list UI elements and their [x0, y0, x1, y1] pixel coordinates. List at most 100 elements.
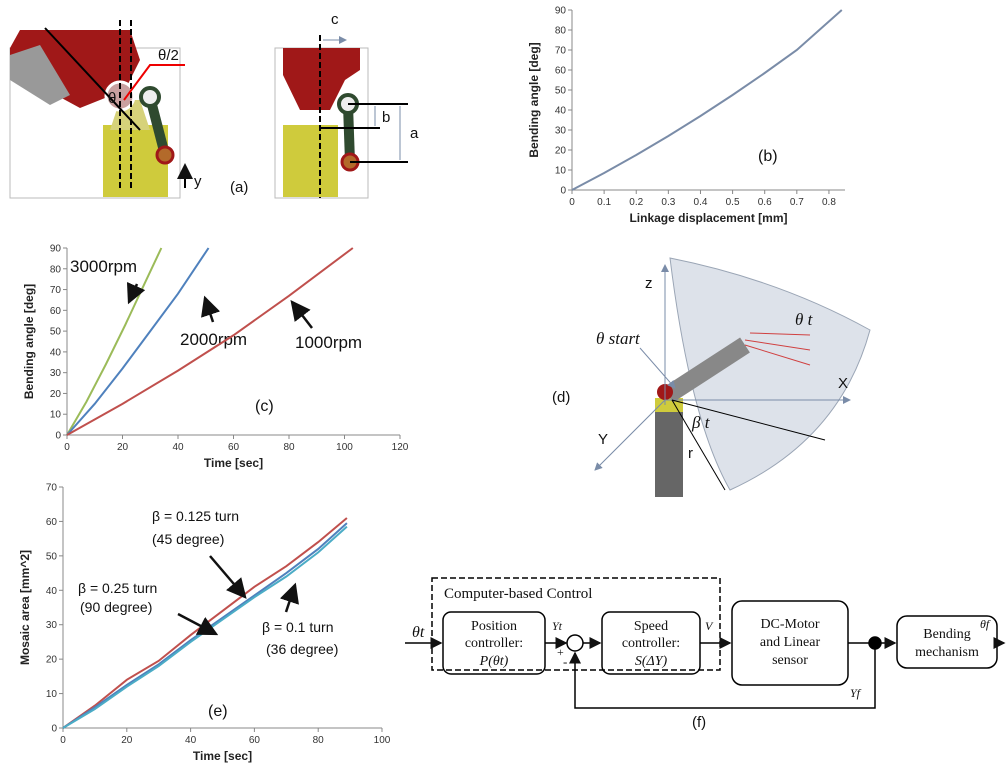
label: y — [194, 173, 202, 190]
pointer-arrow — [129, 284, 137, 302]
x-tick-label: 80 — [313, 735, 325, 746]
label: z — [645, 275, 653, 292]
y-tick-label: 30 — [50, 368, 62, 379]
annotation: (c) — [255, 398, 274, 415]
x-tick-label: 20 — [117, 442, 129, 453]
label: c — [331, 11, 339, 28]
x-tick-label: 0.2 — [629, 197, 643, 208]
x-tick-label: 80 — [283, 442, 295, 453]
sum — [567, 635, 583, 651]
label: (d) — [552, 389, 570, 406]
series-label: 1000rpm — [295, 333, 362, 352]
x-tick-label: 0.6 — [758, 197, 772, 208]
label: (f) — [692, 714, 706, 731]
y-axis-title: Bending angle [deg] — [527, 42, 541, 157]
label: β t — [691, 413, 711, 432]
body — [283, 125, 338, 197]
page: θ θ/2 y (a) c b a z θ start θ t X (d) Y … — [0, 0, 1006, 774]
pin — [157, 147, 173, 163]
label: θ start — [596, 329, 641, 348]
series-label: β = 0.25 turn — [78, 580, 157, 596]
x-tick-label: 0 — [60, 735, 66, 746]
x-axis-title: Time [sec] — [204, 456, 263, 470]
label: Speed — [634, 619, 668, 634]
x-tick-label: 60 — [249, 735, 261, 746]
diagram-a: θ θ/2 y (a) c b a — [10, 11, 419, 198]
y-tick-label: 80 — [50, 264, 62, 275]
y-tick-label: 20 — [46, 655, 58, 666]
figure: θ θ/2 y (a) c b a z θ start θ t X (d) Y … — [0, 0, 1006, 774]
y-tick-label: 90 — [555, 6, 567, 17]
pointer-arrow — [205, 298, 213, 322]
y-tick-label: 70 — [555, 46, 567, 57]
y-tick-label: 0 — [560, 186, 566, 197]
x-axis-title: Linkage displacement [mm] — [629, 211, 787, 225]
series-label: 3000rpm — [70, 257, 137, 276]
data-line — [572, 10, 842, 190]
series-label: β = 0.125 turn — [152, 508, 239, 524]
y-tick-label: 60 — [555, 66, 567, 77]
annotation: (45 degree) — [152, 531, 224, 547]
x-tick-label: 40 — [185, 735, 197, 746]
pointer-arrow — [210, 556, 245, 597]
x-tick-label: 0.1 — [597, 197, 611, 208]
label: Yt — [552, 619, 563, 633]
label: controller: — [465, 636, 523, 651]
label: Bending — [923, 627, 970, 642]
label: a — [410, 125, 419, 142]
y-tick-label: 50 — [555, 86, 567, 97]
series-label: β = 0.1 turn — [262, 619, 333, 635]
annotation: (b) — [758, 148, 778, 165]
y-tick-label: 50 — [46, 551, 58, 562]
label: mechanism — [915, 645, 979, 660]
y-tick-label: 10 — [50, 410, 62, 421]
y-tick-label: 10 — [46, 689, 58, 700]
data-line — [67, 248, 161, 435]
y-tick-label: 40 — [46, 586, 58, 597]
y-axis-title: Mosaic area [mm^2] — [18, 550, 32, 665]
label: θ/2 — [158, 47, 179, 64]
y-tick-label: 40 — [50, 347, 62, 358]
y-tick-label: 60 — [50, 306, 62, 317]
x-tick-label: 0.4 — [694, 197, 708, 208]
x-tick-label: 0.7 — [790, 197, 804, 208]
x-tick-label: 100 — [374, 735, 391, 746]
y-tick-label: 20 — [50, 389, 62, 400]
label: S(ΔY) — [635, 654, 668, 669]
label: P(θt) — [479, 654, 509, 669]
y-tick-label: 30 — [555, 126, 567, 137]
label: - — [563, 654, 567, 669]
x-tick-label: 40 — [172, 442, 184, 453]
label: b — [382, 109, 390, 126]
y-tick-label: 80 — [555, 26, 567, 37]
diagram-f-text: Computer-based Control θt Position contr… — [412, 586, 991, 731]
label: DC-Motor — [760, 617, 819, 632]
x-tick-label: 0.8 — [822, 197, 836, 208]
annotation: (36 degree) — [266, 641, 338, 657]
label: Position — [471, 619, 517, 634]
pointer-arrow — [292, 302, 312, 328]
label: θf — [980, 617, 991, 631]
label: r — [688, 445, 693, 462]
feedback — [575, 643, 875, 708]
diagram-d: z θ start θ t X (d) Y β t r — [552, 258, 870, 497]
label: sensor — [772, 653, 808, 668]
pointer-arrow — [286, 585, 295, 612]
label: θ t — [795, 310, 814, 329]
x-tick-label: 120 — [392, 442, 409, 453]
pin — [141, 88, 159, 106]
label: Y — [598, 431, 608, 448]
shaft — [655, 405, 683, 497]
annotation: (e) — [208, 703, 228, 720]
y-axis-title: Bending angle [deg] — [22, 284, 36, 399]
y-tick-label: 40 — [555, 106, 567, 117]
label: controller: — [622, 636, 680, 651]
y-tick-label: 0 — [51, 724, 57, 735]
x-axis-title: Time [sec] — [193, 749, 252, 763]
x-tick-label: 0.5 — [726, 197, 740, 208]
annotation: (90 degree) — [80, 599, 152, 615]
label: X — [838, 375, 848, 392]
y-tick-label: 0 — [55, 431, 61, 442]
y-tick-label: 70 — [50, 285, 62, 296]
label: θ — [108, 90, 116, 107]
